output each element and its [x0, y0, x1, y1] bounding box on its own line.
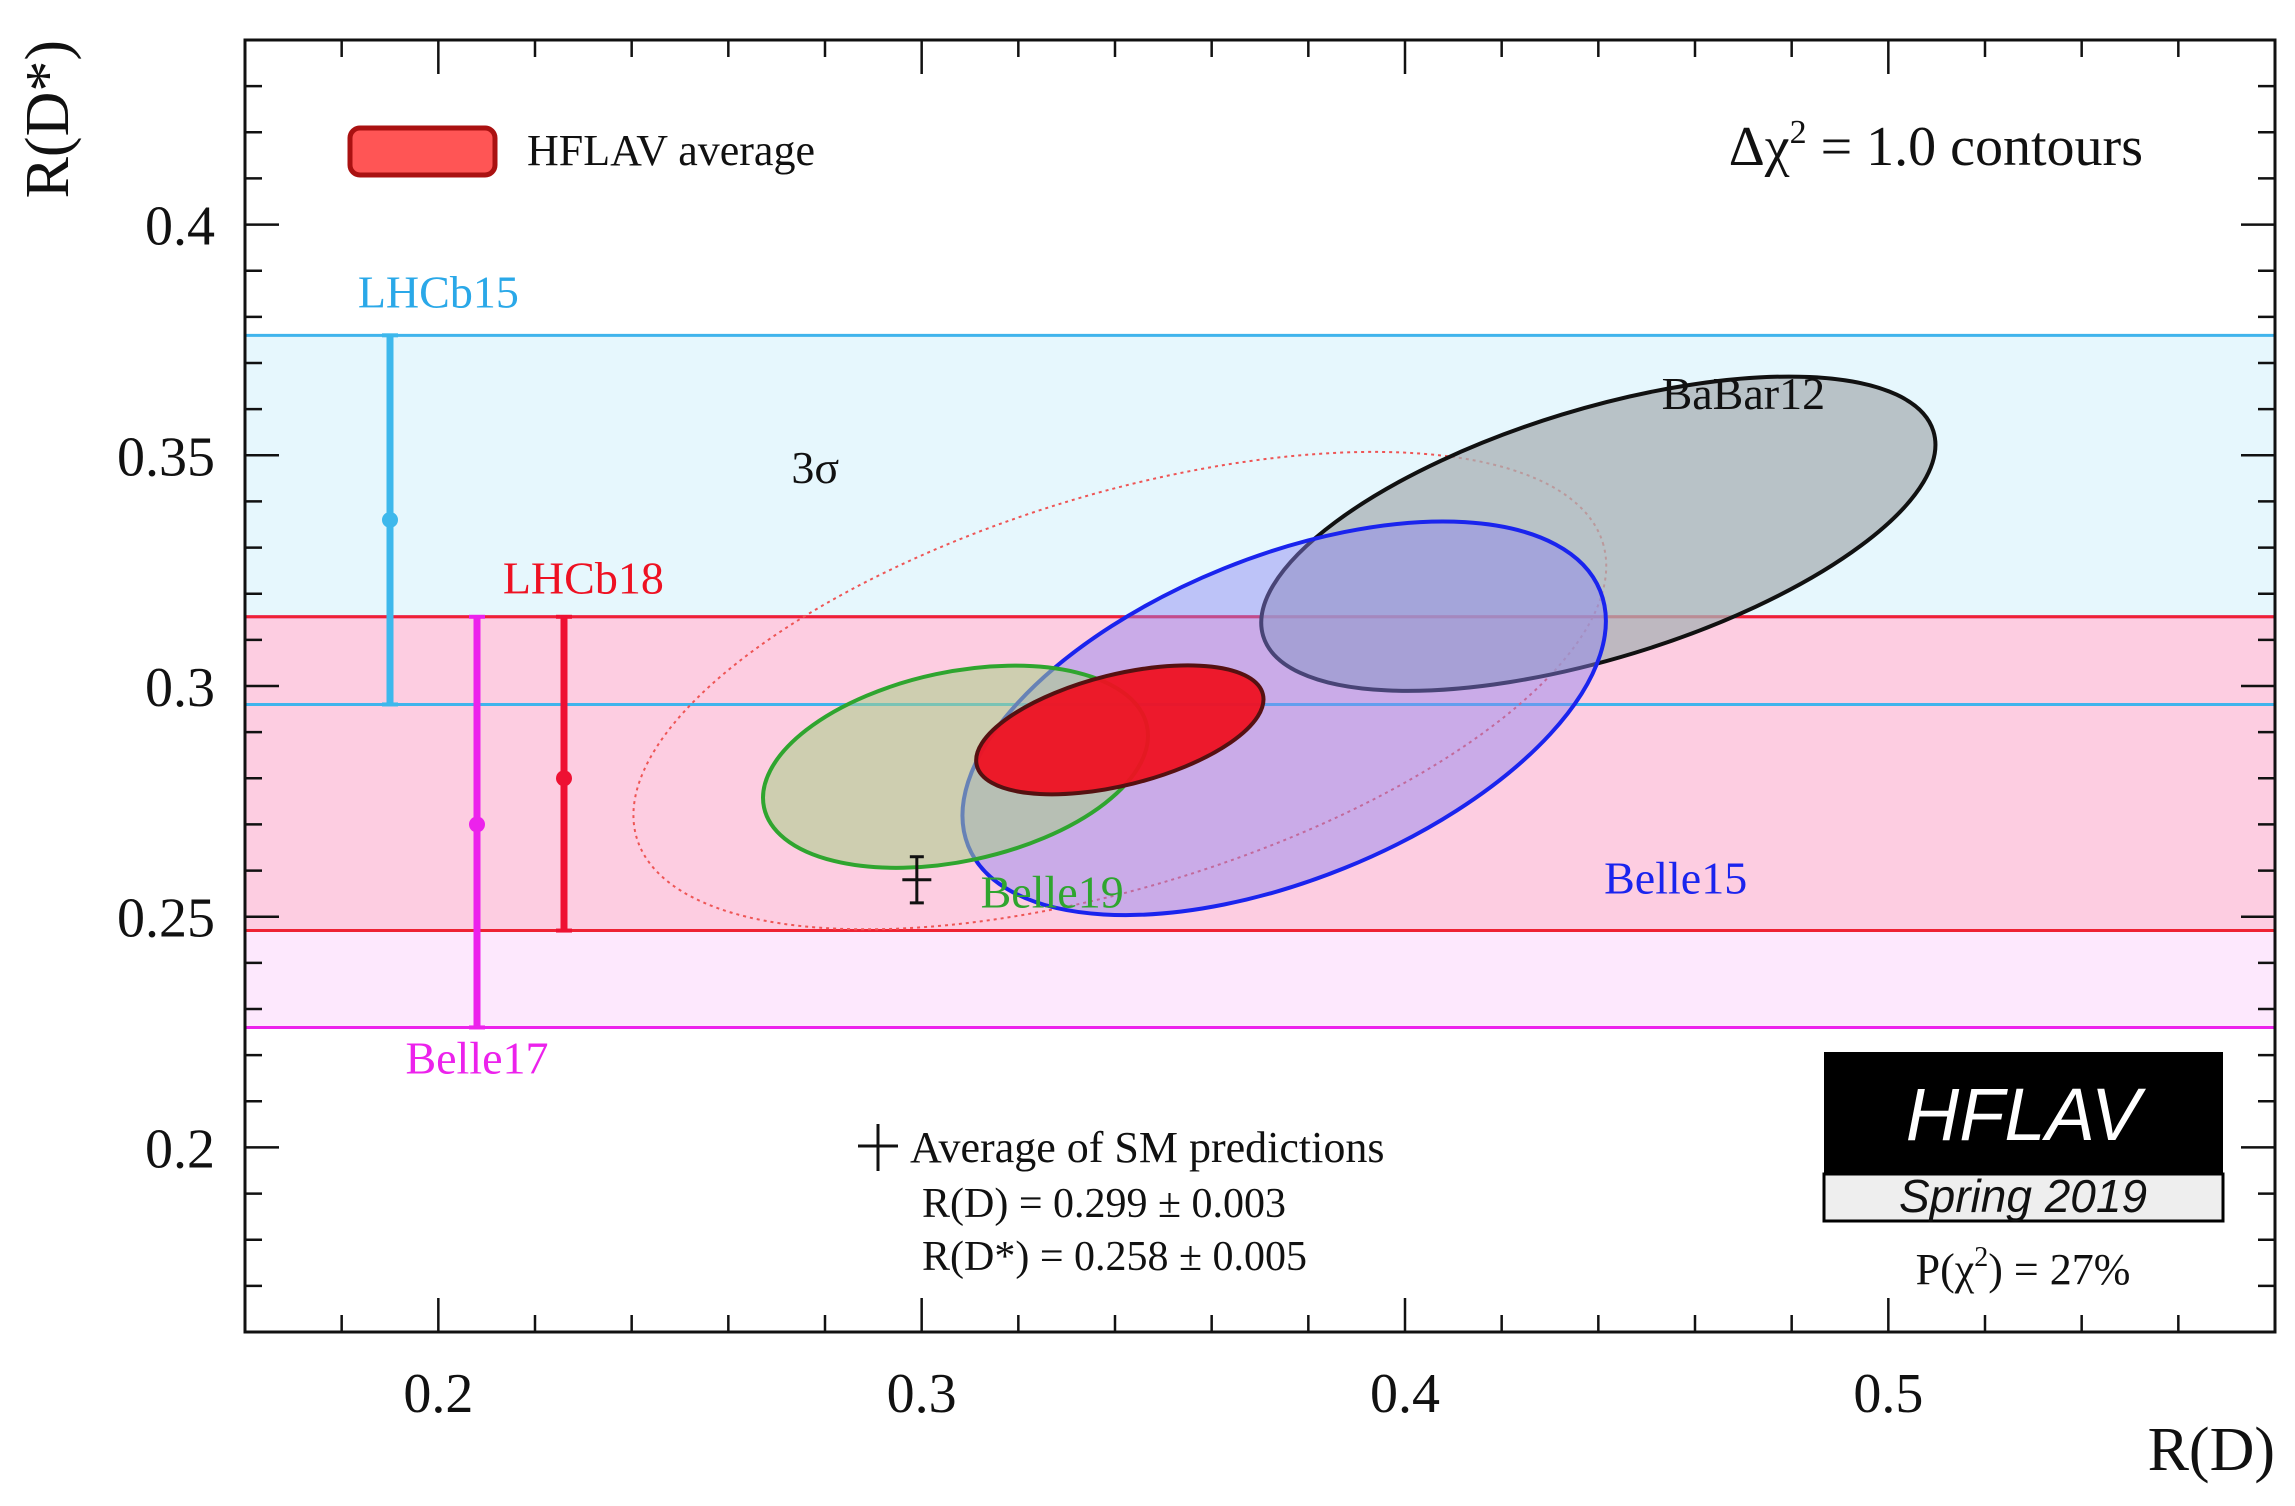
- sm-rdstar-value: R(D*) = 0.258 ± 0.005: [922, 1234, 1307, 1280]
- error-bars-layer: [382, 333, 932, 1030]
- legend-label-hflav-average: HFLAV average: [527, 126, 815, 175]
- hflav-badge: HFLAV Spring 2019: [1822, 1052, 2225, 1223]
- sm-rd-value: R(D) = 0.299 ± 0.003: [922, 1181, 1286, 1227]
- bands-layer: [245, 333, 2275, 1029]
- chi2-probability-prefix: P(χ: [1916, 1245, 1975, 1294]
- legend: HFLAV average: [347, 125, 815, 178]
- contour-note: Δχ2 = 1.0 contours: [1729, 114, 2143, 178]
- contour-babar12: [1259, 374, 1938, 693]
- y-tick-label-0.4: 0.4: [145, 196, 215, 258]
- contour-note-sup: 2: [1790, 114, 1807, 151]
- chi2-probability: P(χ2) = 27%: [1916, 1242, 2131, 1294]
- label-belle19: Belle19: [981, 866, 1124, 917]
- label-belle17: Belle17: [405, 1033, 548, 1084]
- point-lhcb18: [556, 770, 572, 787]
- y-tick-label-0.2: 0.2: [145, 1118, 215, 1180]
- label-3sigma: 3σ: [791, 442, 839, 493]
- x-tick-label-0.3: 0.3: [887, 1363, 957, 1425]
- hflav-badge-top: [1824, 1052, 2223, 1174]
- label-lhcb18: LHCb18: [503, 553, 664, 604]
- point-belle17: [469, 816, 485, 833]
- sm-legend-title: Average of SM predictions: [910, 1123, 1385, 1172]
- point-lhcb15: [382, 511, 398, 528]
- contours-layer: [632, 374, 1938, 931]
- x-tick-label-0.2: 0.2: [403, 1363, 473, 1425]
- y-axis-label: R(D*): [14, 40, 82, 198]
- ticks-layer: 0.2 0.3 0.4 0.5 0.2 0.25 0.3 0.35 0.4: [117, 40, 2275, 1425]
- sm-legend: Average of SM predictions R(D) = 0.299 ±…: [858, 1123, 1385, 1280]
- y-tick-label-0.35: 0.35: [117, 426, 215, 488]
- y-tick-label-0.25: 0.25: [117, 888, 215, 950]
- label-lhcb15: LHCb15: [358, 267, 519, 318]
- plot-frame: [243, 38, 2277, 1334]
- label-babar12: BaBar12: [1662, 368, 1826, 419]
- contour-note-prefix: Δχ: [1729, 116, 1790, 178]
- chi2-probability-suffix: ) = 27%: [1988, 1245, 2130, 1294]
- contour-hflav-average: [974, 663, 1266, 797]
- hflav-badge-bottom: [1822, 1172, 2225, 1223]
- labels-layer: LHCb15 LHCb18 Belle17 Belle19 Belle15 BaBar12…: [358, 267, 1825, 1084]
- chi2-probability-sup: 2: [1974, 1242, 1988, 1273]
- legend-swatch-hflav-average: [347, 125, 498, 178]
- label-belle15: Belle15: [1604, 853, 1747, 904]
- hflav-badge-title: HFLAV: [1906, 1073, 2147, 1156]
- x-tick-label-0.5: 0.5: [1853, 1363, 1923, 1425]
- y-tick-label-0.3: 0.3: [145, 657, 215, 719]
- x-tick-label-0.4: 0.4: [1370, 1363, 1440, 1425]
- x-axis-label: R(D): [2148, 1416, 2275, 1484]
- band-lhcb18: [245, 616, 2275, 931]
- hflav-badge-subtitle: Spring 2019: [1899, 1170, 2147, 1222]
- contour-note-suffix: = 1.0 contours: [1807, 116, 2143, 178]
